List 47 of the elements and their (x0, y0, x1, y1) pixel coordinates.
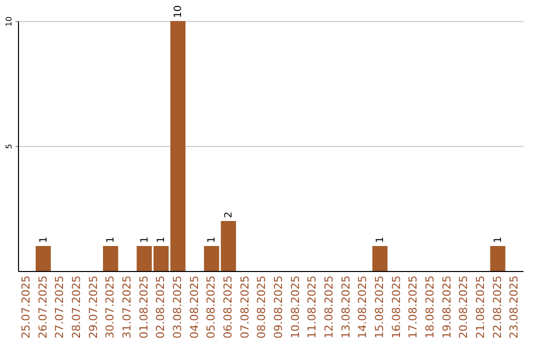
x-tick-label: 29.07.2025 (86, 276, 100, 338)
x-tick-label: 31.07.2025 (120, 276, 134, 338)
x-tick-label: 09.08.2025 (272, 276, 285, 338)
x-tick-label: 14.08.2025 (356, 276, 370, 338)
bar (170, 21, 186, 271)
x-tick-label: 28.07.2025 (70, 276, 83, 338)
x-tick-label: 16.08.2025 (390, 276, 403, 338)
x-tick-label: 08.08.2025 (255, 276, 268, 338)
x-tick-label: 25.07.2025 (19, 276, 32, 338)
data-label: 1 (156, 236, 168, 243)
bar (372, 246, 388, 271)
x-tick-label: 07.08.2025 (238, 276, 252, 338)
x-tick-label: 18.08.2025 (423, 276, 436, 338)
bar (103, 246, 118, 271)
x-tick-label: 26.07.2025 (36, 276, 50, 338)
x-tick-label: 20.08.2025 (457, 276, 470, 338)
x-tick-label: 01.08.2025 (137, 276, 150, 338)
x-tick-label: 05.08.2025 (204, 276, 218, 338)
x-tick-label: 02.08.2025 (154, 276, 168, 338)
x-tick-label: 13.08.2025 (339, 276, 352, 338)
x-tick-label: 27.07.2025 (53, 276, 66, 338)
data-label: 1 (492, 236, 504, 243)
x-tick-label: 15.08.2025 (372, 276, 386, 338)
bar (36, 246, 51, 271)
x-tick-label: 11.08.2025 (306, 276, 319, 338)
data-label: 1 (38, 236, 50, 243)
bar (220, 221, 236, 271)
data-label: 1 (106, 236, 117, 243)
x-tick-label: 10.08.2025 (288, 276, 302, 338)
x-tick-label: 17.08.2025 (406, 276, 420, 338)
data-label: 2 (223, 212, 234, 218)
x-tick-label: 21.08.2025 (474, 276, 487, 338)
x-tick-label: 23.08.2025 (508, 276, 521, 338)
data-label: 10 (172, 5, 184, 18)
x-tick-label: 30.07.2025 (104, 276, 117, 338)
x-tick-label: 03.08.2025 (170, 276, 184, 338)
x-tick-label: 04.08.2025 (188, 276, 201, 338)
bar (490, 246, 506, 271)
y-tick-label: 5 (4, 144, 14, 150)
data-label: 1 (206, 236, 218, 243)
bar (204, 246, 220, 271)
data-label: 1 (374, 236, 386, 243)
x-tick-label: 12.08.2025 (322, 276, 336, 338)
x-tick-label: 06.08.2025 (221, 276, 234, 338)
x-tick-label: 22.08.2025 (490, 276, 504, 338)
x-tick-label: 19.08.2025 (440, 276, 454, 338)
data-label: 1 (139, 236, 150, 243)
